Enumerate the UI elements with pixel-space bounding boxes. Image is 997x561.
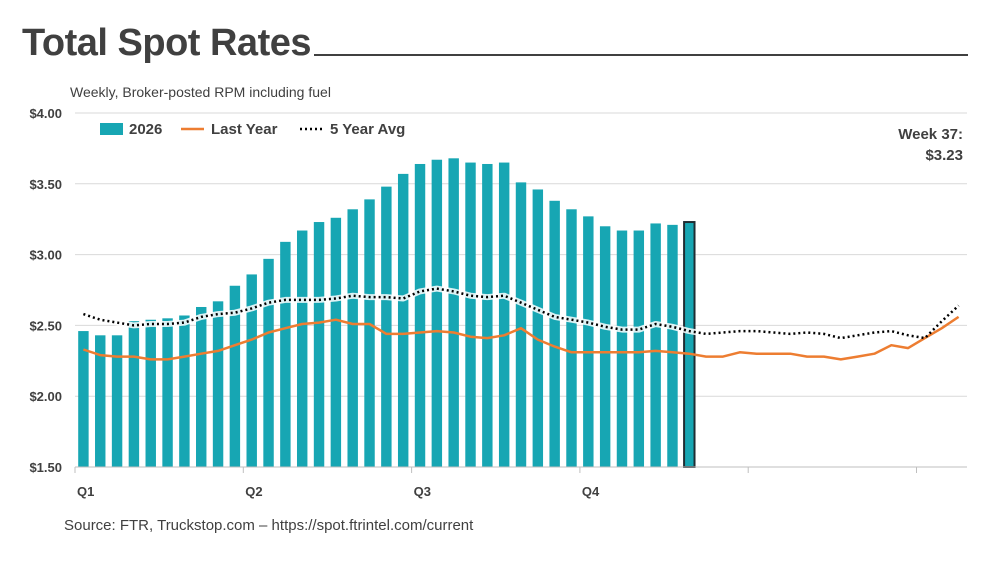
bar <box>313 222 325 467</box>
bar <box>128 321 140 467</box>
bar <box>111 335 123 467</box>
callout-week-value: $3.23 <box>925 147 963 164</box>
y-tick-label: $1.50 <box>29 460 62 475</box>
x-tick-label: Q3 <box>414 484 431 499</box>
bar <box>549 200 560 468</box>
bar <box>431 159 443 467</box>
bar <box>212 301 224 467</box>
bar <box>196 306 207 467</box>
x-tick-label: Q1 <box>77 484 94 499</box>
bar <box>532 189 544 468</box>
five-year-line <box>83 287 960 340</box>
bar <box>583 216 594 467</box>
bar <box>246 274 257 467</box>
bar <box>650 223 661 467</box>
callout-week-label: Week 37: <box>898 126 963 143</box>
chart-subtitle: Weekly, Broker-posted RPM including fuel <box>70 84 331 100</box>
y-tick-label: $3.00 <box>29 248 62 263</box>
bar <box>381 186 392 467</box>
bar <box>364 199 375 467</box>
bar <box>95 335 106 467</box>
title-rule <box>314 54 968 56</box>
x-tick-label: Q4 <box>582 484 600 499</box>
bar <box>465 162 476 467</box>
bar <box>179 315 190 467</box>
bar <box>397 173 409 467</box>
legend-label-last-year: Last Year <box>211 121 278 138</box>
y-tick-label: $4.00 <box>29 106 62 121</box>
page-title: Total Spot Rates <box>22 22 312 64</box>
bar <box>280 241 291 467</box>
bar <box>229 285 241 467</box>
last-year-line <box>83 315 960 361</box>
legend-swatch-2026 <box>100 123 123 135</box>
bar <box>296 230 308 467</box>
y-tick-label: $3.50 <box>29 177 62 192</box>
y-tick-label: $2.50 <box>29 318 62 333</box>
bar <box>145 319 156 467</box>
bar <box>263 258 274 467</box>
bar <box>667 224 678 467</box>
source-note: Source: FTR, Truckstop.com – https://spo… <box>64 517 474 534</box>
bar <box>448 158 459 467</box>
bar <box>347 209 358 467</box>
week-callout: Week 37: $3.23 <box>898 124 963 166</box>
bar <box>599 226 611 467</box>
legend-label-five-year: 5 Year Avg <box>330 121 405 138</box>
legend-label-2026: 2026 <box>129 121 162 138</box>
y-tick-label: $2.00 <box>29 389 62 404</box>
bar <box>633 230 645 467</box>
bar <box>162 318 173 467</box>
bar <box>515 182 527 467</box>
bar <box>78 331 89 467</box>
bar-highlight <box>683 221 696 468</box>
bar <box>566 209 577 467</box>
bar <box>616 230 628 467</box>
bar <box>414 163 426 467</box>
x-tick-label: Q2 <box>245 484 262 499</box>
bar <box>330 217 342 467</box>
bar <box>482 163 493 467</box>
bar <box>498 162 510 467</box>
